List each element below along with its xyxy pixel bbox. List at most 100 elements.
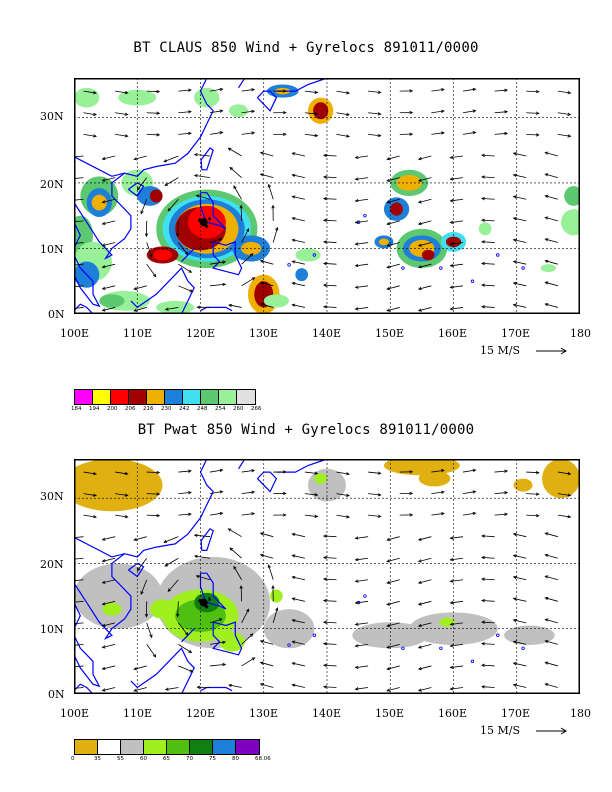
wind-arrow-head — [354, 536, 359, 540]
wind-arrow — [557, 493, 571, 496]
colorbar-swatch — [237, 390, 255, 404]
wind-arrow-head — [271, 584, 275, 589]
wind-arrow-head — [481, 153, 485, 158]
wind-arrow — [268, 564, 274, 580]
wind-arrow-head — [228, 683, 233, 688]
wind-arrow — [233, 185, 242, 200]
wind-arrow-head — [267, 564, 271, 569]
wind-arrow-head — [504, 491, 509, 495]
wind-arrow-head — [193, 533, 198, 538]
wind-arrow-head — [449, 536, 454, 540]
wind-arrow — [355, 263, 369, 267]
wind-arrow — [292, 217, 305, 222]
wind-arrow — [481, 686, 495, 688]
wind-arrow-head — [163, 539, 168, 543]
wind-arrow-head — [144, 613, 149, 618]
wind-arrow — [196, 195, 211, 200]
wind-arrow-head — [291, 575, 296, 580]
wind-arrow — [355, 177, 369, 180]
wind-arrow — [292, 261, 305, 265]
wind-arrow — [545, 683, 558, 688]
wind-arrow-head — [504, 469, 509, 473]
colorbar-label: 200 — [107, 406, 118, 412]
wind-arrow-head — [323, 283, 327, 287]
wind-arrow — [368, 133, 381, 137]
wind-arrow — [494, 470, 508, 473]
wind-arrow-head — [314, 493, 319, 497]
wind-arrow-head — [449, 579, 454, 583]
wind-arrow-head — [259, 532, 264, 536]
wind-arrow — [102, 557, 116, 562]
coastline — [276, 459, 328, 473]
gridlines — [74, 78, 580, 314]
wind-arrow — [260, 303, 274, 308]
wind-arrow-head — [449, 600, 454, 605]
top-lon-label-150e: 150E — [375, 327, 405, 340]
wind-arrow — [102, 307, 116, 311]
wind-arrow-head — [386, 580, 391, 584]
wind-arrow-head — [322, 599, 327, 603]
wind-arrow — [146, 242, 153, 258]
wind-arrow-head — [124, 493, 129, 497]
wind-arrow — [481, 154, 495, 157]
wind-arrow — [387, 536, 400, 541]
wind-arrow — [292, 555, 305, 559]
wind-arrow — [178, 242, 189, 255]
wind-arrow — [209, 131, 223, 135]
wind-arrow-head — [544, 173, 549, 177]
bottom-lon-label-160e: 160E — [438, 707, 468, 720]
coastline — [74, 602, 101, 688]
wind-arrow-head — [544, 532, 549, 536]
wind-arrow-head — [481, 555, 485, 560]
wind-vectors — [74, 87, 572, 312]
wind-arrow — [450, 643, 464, 647]
wind-arrow — [292, 152, 305, 157]
wind-arrow — [229, 547, 242, 559]
wind-arrow — [387, 285, 400, 290]
wind-arrow — [241, 513, 255, 516]
wind-arrow — [163, 155, 179, 163]
pwat-wind-map — [74, 459, 580, 694]
wind-arrow-head — [93, 493, 98, 497]
wind-arrow-head — [219, 87, 224, 92]
wind-arrow — [355, 665, 369, 669]
pwat-colorbar — [74, 739, 260, 755]
wind-arrow-head — [417, 559, 422, 563]
island — [521, 646, 525, 651]
wind-arrow — [178, 513, 191, 516]
wind-arrow-head — [512, 554, 517, 558]
wind-arrow-head — [259, 151, 264, 155]
wind-arrow — [292, 282, 305, 287]
wind-arrow-head — [512, 238, 517, 242]
cloud-region — [561, 209, 580, 236]
wind-arrow-head — [567, 515, 572, 519]
wind-arrow — [355, 579, 369, 582]
wind-arrow-head — [322, 577, 327, 581]
wind-arrow — [418, 220, 432, 225]
wind-arrow — [481, 284, 495, 287]
wind-arrow — [209, 512, 223, 516]
wind-arrow-head — [246, 608, 250, 613]
wind-arrow-head — [156, 492, 161, 496]
pwat-region — [270, 589, 283, 603]
top-lon-label-160e: 160E — [438, 327, 468, 340]
colorbar-label: 230 — [161, 406, 172, 412]
wind-arrow — [355, 242, 369, 245]
coastline — [200, 686, 233, 692]
wind-arrow-head — [323, 153, 327, 158]
wind-arrow — [481, 578, 495, 581]
wind-arrow — [418, 579, 432, 584]
wind-arrow-head — [233, 185, 237, 190]
wind-arrow — [418, 600, 432, 605]
wind-arrow — [450, 155, 464, 159]
wind-arrow — [494, 492, 508, 494]
wind-arrow-head — [219, 511, 224, 516]
top-lat-label-0n: 0N — [48, 308, 65, 321]
wind-arrow-head — [386, 602, 391, 606]
wind-arrow-head — [259, 683, 264, 687]
colorbar-swatch — [147, 390, 165, 404]
wind-arrow — [368, 514, 381, 517]
coastline — [256, 90, 278, 112]
wind-arrow — [418, 155, 432, 160]
wind-arrow — [323, 306, 337, 308]
